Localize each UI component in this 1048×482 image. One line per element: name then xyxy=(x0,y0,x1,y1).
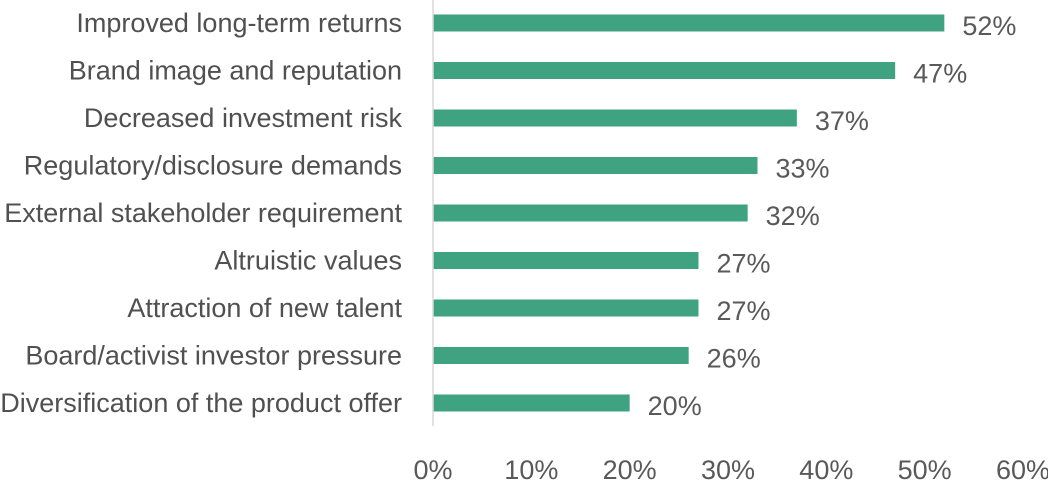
value-label: 47% xyxy=(913,59,967,89)
x-tick-label: 20% xyxy=(603,455,657,482)
category-label: Diversification of the product offer xyxy=(0,388,402,418)
bar xyxy=(433,157,758,174)
x-tick-label: 40% xyxy=(799,455,853,482)
x-tick-label: 10% xyxy=(504,455,558,482)
bar xyxy=(433,347,689,364)
bar xyxy=(433,14,945,32)
value-label: 26% xyxy=(707,344,761,374)
category-label: Brand image and reputation xyxy=(69,56,402,86)
value-label: 33% xyxy=(776,154,830,184)
x-tick-label: 30% xyxy=(701,455,755,482)
value-label: 27% xyxy=(717,296,771,326)
category-label: External stakeholder requirement xyxy=(4,198,402,228)
bar xyxy=(433,299,699,317)
category-label: Attraction of new talent xyxy=(127,293,402,323)
bar xyxy=(433,62,896,79)
category-label: Altruistic values xyxy=(214,246,402,276)
category-label: Improved long-term returns xyxy=(76,8,402,38)
category-label: Board/activist investor pressure xyxy=(25,341,402,371)
bar xyxy=(433,394,630,412)
category-label: Regulatory/disclosure demands xyxy=(24,151,402,181)
bar xyxy=(433,109,797,127)
category-label: Decreased investment risk xyxy=(84,103,403,133)
value-label: 32% xyxy=(766,201,820,231)
value-label: 27% xyxy=(717,249,771,279)
x-axis-tick-labels: 0% 10% 20% 30% 40% 50% 60% xyxy=(413,455,1048,482)
value-labels: 52% 47% 37% 33% 32% 27% 27% 26%20% xyxy=(648,11,1017,421)
x-tick-label: 50% xyxy=(898,455,952,482)
value-label: 37% xyxy=(815,106,869,136)
value-label: 52% xyxy=(962,11,1016,41)
x-tick-label: 60% xyxy=(996,455,1048,482)
bar xyxy=(433,252,699,269)
value-label: 20% xyxy=(648,391,702,421)
bar xyxy=(433,204,748,222)
x-tick-label: 0% xyxy=(413,455,452,482)
category-labels: Improved long-term returns Brand image an… xyxy=(0,8,402,418)
bar-group xyxy=(433,14,945,412)
